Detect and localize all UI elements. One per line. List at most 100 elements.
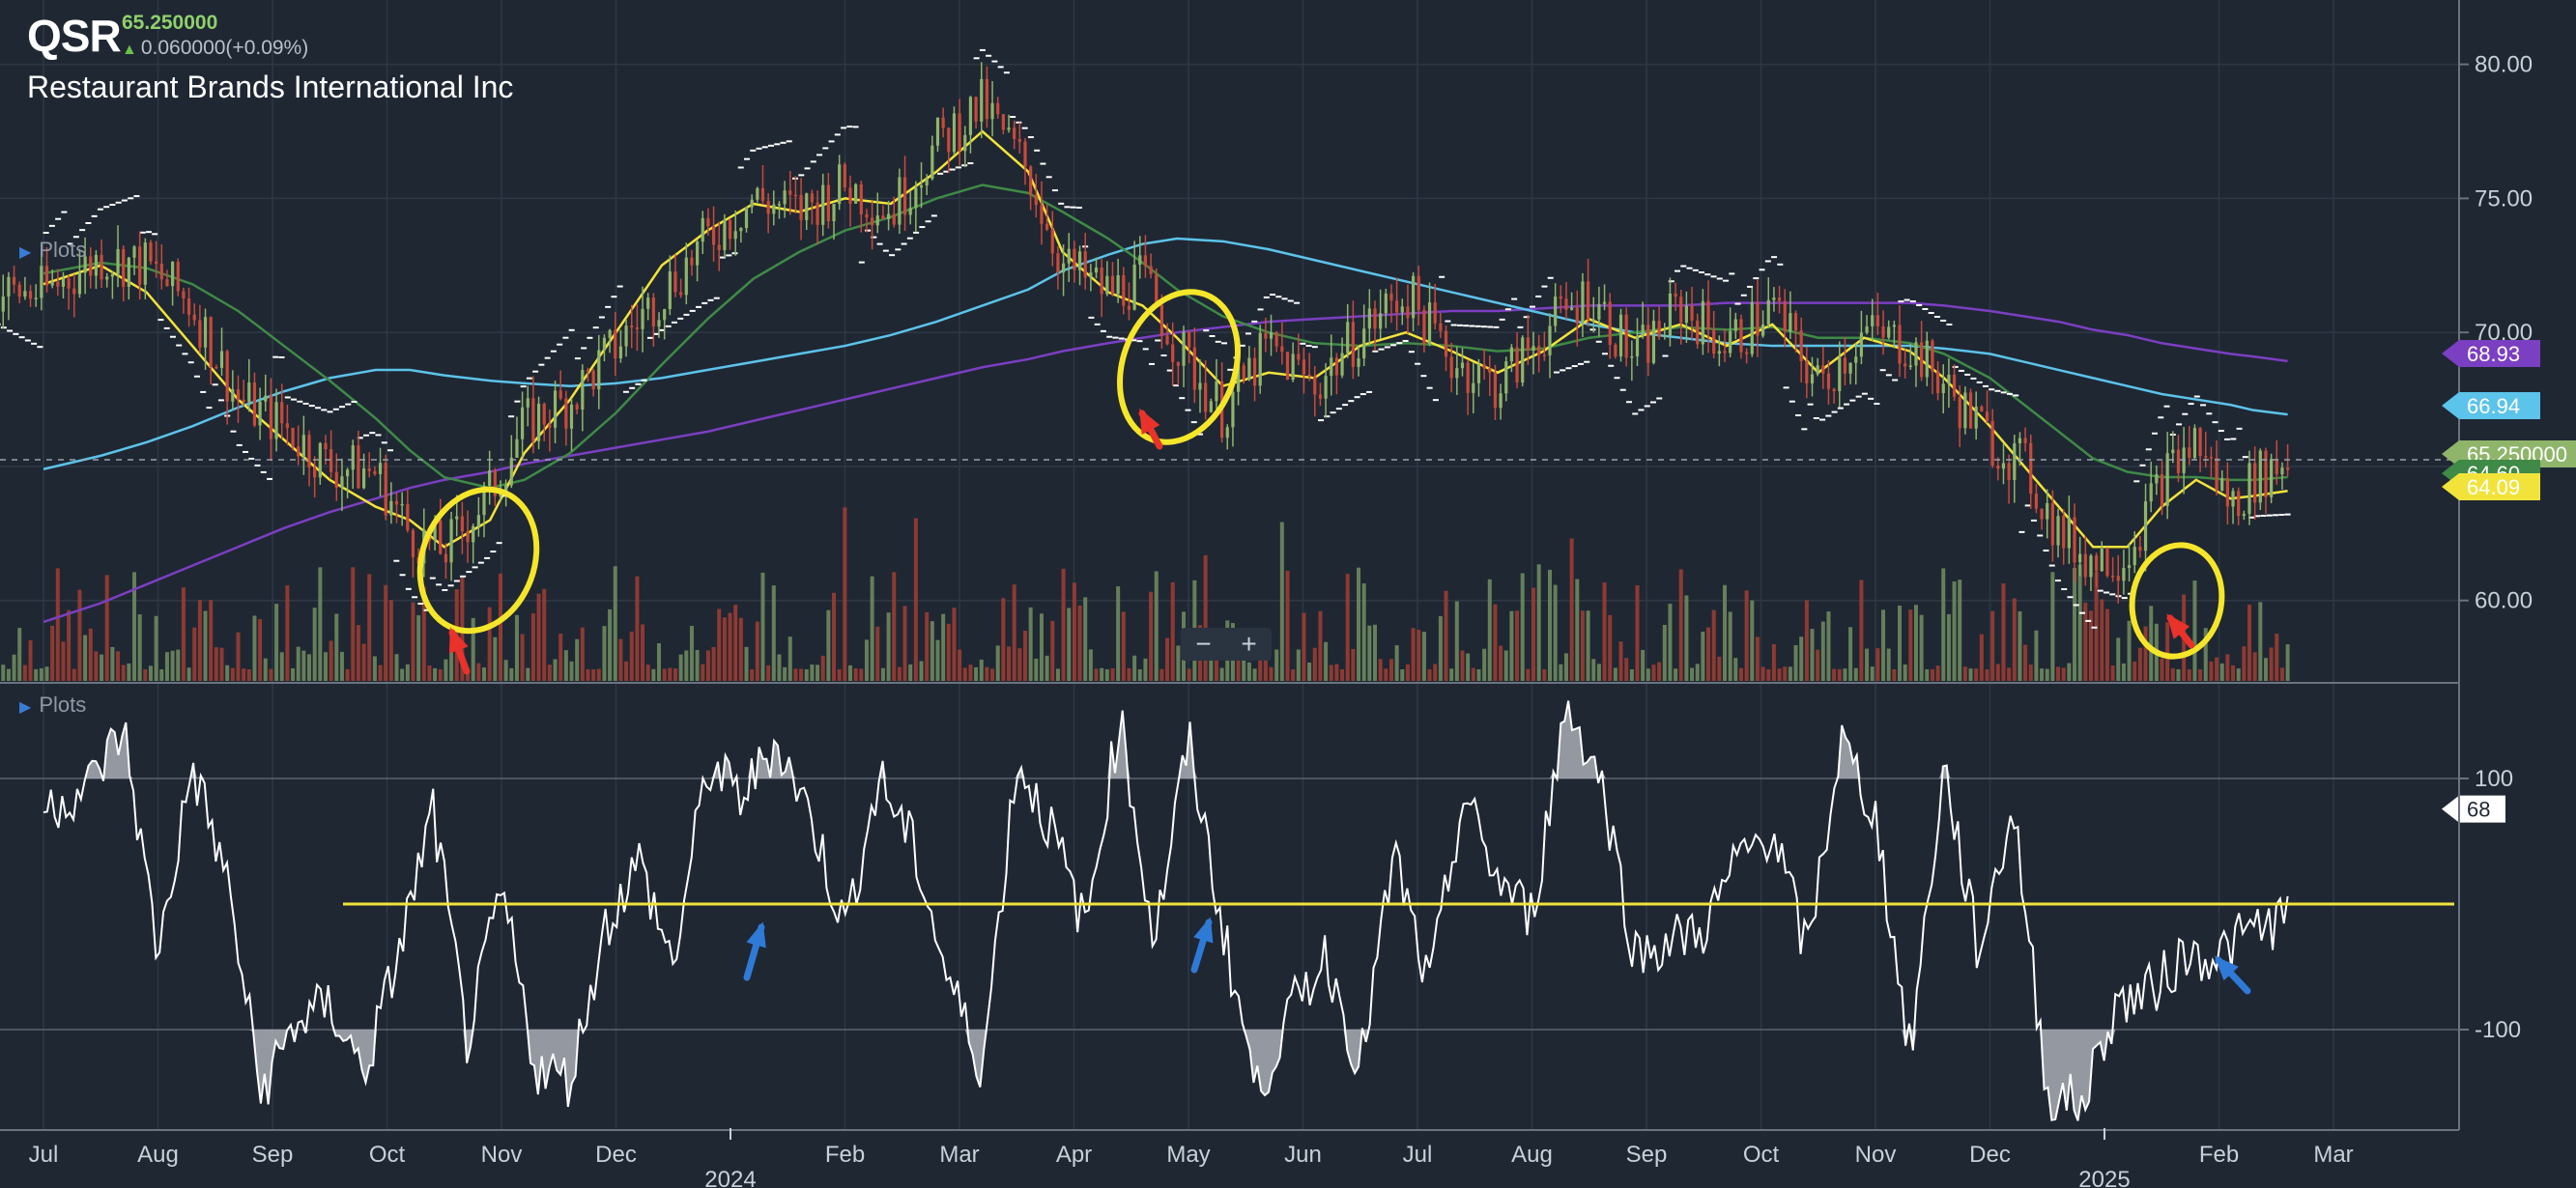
candle-body <box>2209 457 2214 459</box>
volume-bar <box>799 668 804 681</box>
volume-bar <box>1717 656 1722 681</box>
candle-body <box>509 457 513 486</box>
candle-body <box>44 266 49 286</box>
candle-body <box>56 281 60 287</box>
candle-body <box>361 468 366 489</box>
candle-body <box>564 398 568 429</box>
candle-body <box>1564 298 1568 310</box>
price-change: ▲ 0.060000(+0.09%) <box>122 37 308 60</box>
candle-body <box>1017 139 1021 142</box>
candle-body <box>838 164 842 205</box>
volume-bar <box>684 650 689 681</box>
volume-bar <box>1853 667 1858 681</box>
volume-bar <box>1388 659 1393 681</box>
candle-body <box>1597 303 1601 320</box>
volume-bar <box>2034 630 2039 681</box>
top-plots-label: Plots <box>39 238 87 262</box>
volume-bar <box>2258 602 2263 681</box>
bottom-plots-toggle[interactable]: ▶ Plots <box>19 693 86 718</box>
candle-body <box>1980 406 1984 412</box>
candle-body <box>1925 340 1929 378</box>
volume-bar <box>1602 582 1607 681</box>
candle-body <box>1996 465 2000 469</box>
candle-body <box>805 193 809 220</box>
volume-bar <box>2094 572 2099 681</box>
candle-body <box>1192 347 1196 390</box>
volume-bar <box>1569 538 1574 681</box>
candle-body <box>1706 300 1710 330</box>
volume-bar <box>771 585 776 681</box>
volume-bar <box>197 600 202 681</box>
candle-body <box>252 382 257 426</box>
volume-bar <box>170 650 175 681</box>
volume-bar <box>722 617 727 681</box>
volume-bar <box>689 625 694 681</box>
volume-bar <box>826 609 831 681</box>
volume-bar <box>569 661 574 681</box>
candle-body <box>739 228 743 232</box>
volume-bar <box>1788 666 1792 681</box>
volume-bar <box>83 635 88 681</box>
volume-bar <box>1722 584 1727 681</box>
candle-body <box>756 187 759 200</box>
candle-body <box>1285 352 1290 381</box>
candle-body <box>1155 273 1159 305</box>
candle-body <box>526 398 530 408</box>
candle-body <box>641 308 644 329</box>
year-label: 2025 <box>2078 1167 2130 1188</box>
volume-bar <box>2056 666 2061 681</box>
candle-body <box>72 288 76 295</box>
x-tick-label: Nov <box>1855 1142 1897 1168</box>
volume-bar <box>1695 664 1700 681</box>
price-badge-shape <box>2442 340 2540 367</box>
candle-body <box>493 469 497 496</box>
candle-body <box>1690 305 1694 321</box>
volume-bar <box>990 668 995 681</box>
price-badge-label: 64.09 <box>2467 475 2520 499</box>
volume-bar <box>1296 649 1301 681</box>
volume-bar <box>116 651 121 681</box>
candle-body <box>1810 374 1815 383</box>
top-plots-toggle[interactable]: ▶ Plots <box>19 238 86 263</box>
candle-body <box>242 399 245 403</box>
volume-bar <box>1482 648 1487 681</box>
volume-bar <box>629 631 634 681</box>
candle-body <box>192 314 196 321</box>
volume-bar <box>816 665 820 681</box>
candle-body <box>225 351 229 402</box>
volume-bar <box>6 668 11 681</box>
volume-bar <box>345 668 350 681</box>
volume-bar <box>1848 627 1853 681</box>
candle-body <box>602 337 607 351</box>
candle-body <box>105 276 109 280</box>
candle-body <box>1805 361 1809 383</box>
zoom-out-button[interactable]: − <box>1195 629 1212 659</box>
candle-body <box>723 219 727 251</box>
volume-bar <box>88 628 93 681</box>
volume-bar <box>897 666 902 681</box>
candle-body <box>646 297 650 309</box>
candle-body <box>826 184 830 222</box>
volume-bar <box>1690 667 1695 681</box>
volume-bar <box>1870 666 1875 681</box>
volume-bar <box>1427 668 1432 681</box>
volume-bar <box>1613 667 1617 681</box>
zoom-in-button[interactable]: + <box>1241 629 1257 659</box>
volume-bar <box>602 626 607 681</box>
candle-body <box>28 291 33 299</box>
candle-body <box>400 503 404 506</box>
volume-bar <box>1542 668 1547 681</box>
volume-bar <box>2073 567 2077 681</box>
candle-body <box>1050 229 1054 254</box>
candle-body <box>1914 342 1918 366</box>
candle-body <box>1274 332 1278 347</box>
candle-body <box>1898 325 1902 364</box>
volume-bar <box>100 654 104 681</box>
candle-body <box>974 97 978 122</box>
volume-bar <box>1 665 6 681</box>
volume-bar <box>203 610 208 681</box>
volume-bar <box>880 667 885 681</box>
blue-arrow-icon-head <box>746 921 766 948</box>
cci-value-badge <box>2442 795 2505 823</box>
volume-bar <box>536 593 541 681</box>
